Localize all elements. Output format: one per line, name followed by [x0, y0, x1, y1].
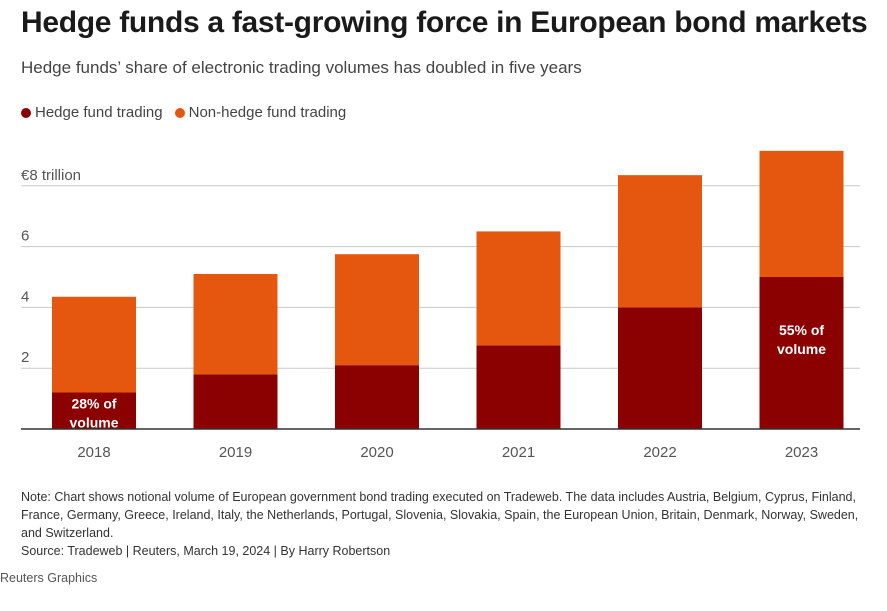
- annotation-label: volume: [777, 341, 826, 357]
- legend-label-non-hedge: Non-hedge fund trading: [188, 104, 347, 121]
- legend-swatch-non-hedge: [174, 107, 185, 118]
- y-tick-label: €8 trillion: [21, 167, 81, 184]
- x-tick-label: 2021: [502, 444, 535, 461]
- legend-item-hedge: Hedge fund trading: [21, 104, 163, 121]
- bar-hedge-2022: [618, 307, 702, 429]
- x-tick-label: 2020: [360, 444, 393, 461]
- x-tick-label: 2023: [785, 444, 818, 461]
- chart-note: Note: Chart shows notional volume of Eur…: [21, 490, 859, 540]
- legend-item-non-hedge: Non-hedge fund trading: [174, 104, 347, 121]
- bar-non-hedge-2019: [193, 273, 278, 375]
- y-tick-label: 4: [21, 288, 29, 305]
- bar-hedge-2020: [335, 365, 419, 429]
- bar-hedge-2021: [476, 345, 561, 429]
- annotation-label: 28% of: [71, 396, 116, 412]
- bar-non-hedge-2022: [618, 175, 702, 308]
- stacked-bar-chart: 2 4 6 €8 trillion 2018 2019 2020 2021 2022 2023 28…: [21, 150, 860, 461]
- annotation-label: 55% of: [779, 322, 824, 338]
- bar-hedge-2019: [193, 374, 278, 429]
- bar-hedge-2023: [759, 277, 844, 429]
- x-tick-label: 2019: [219, 444, 252, 461]
- bar-non-hedge-2021: [476, 231, 561, 346]
- annotation-label: volume: [69, 415, 118, 431]
- legend-swatch-hedge: [21, 107, 31, 118]
- legend: Hedge fund trading Non-hedge fund tradin…: [21, 104, 346, 121]
- x-tick-label: 2018: [77, 444, 110, 461]
- bar-non-hedge-2020: [335, 254, 419, 366]
- x-tick-label: 2022: [643, 444, 676, 461]
- chart-subtitle: Hedge funds’ share of electronic trading…: [21, 58, 582, 77]
- chart-source: Source: Tradeweb | Reuters, March 19, 20…: [21, 544, 391, 558]
- bar-non-hedge-2023: [759, 150, 844, 277]
- y-tick-label: 6: [21, 228, 29, 245]
- chart-credit: Reuters Graphics: [0, 571, 98, 585]
- bar-hedge-2018: [52, 392, 136, 429]
- y-tick-label: 2: [21, 349, 29, 366]
- legend-label-hedge: Hedge fund trading: [35, 104, 163, 121]
- bar-non-hedge-2018: [52, 296, 136, 393]
- chart-title: Hedge funds a fast-growing force in Euro…: [21, 6, 868, 39]
